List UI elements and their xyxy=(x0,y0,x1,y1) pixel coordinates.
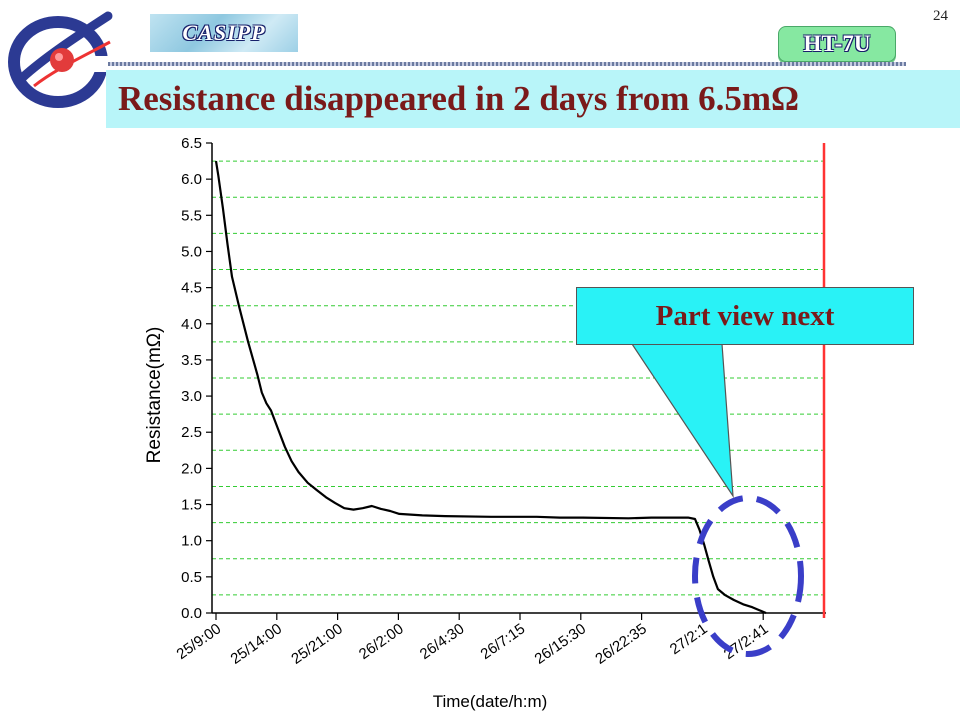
y-tick-label: 0.5 xyxy=(181,569,202,586)
x-axis-label: Time(date/h:m) xyxy=(433,692,548,711)
callout-pointer xyxy=(630,343,734,499)
y-tick-label: 1.0 xyxy=(181,533,202,550)
x-tick-label: 25/9:00 xyxy=(174,620,225,663)
x-tick-label: 27/2:1 xyxy=(667,620,711,658)
slide-title: Resistance disappeared in 2 days from 6.… xyxy=(118,79,800,118)
casipp-badge: CASIPP xyxy=(150,14,298,52)
y-tick-label: 2.0 xyxy=(181,460,202,477)
y-tick-label: 6.0 xyxy=(181,171,202,188)
y-tick-label: 0.0 xyxy=(181,605,202,622)
y-ticks: 0.0 0.5 1.0 1.5 2.0 2.5 3.0 3.5 4.0 4.5 5.0 5.5 6.0 6… xyxy=(181,135,212,622)
slide-number: 24 xyxy=(933,8,948,24)
x-ticks: 25/9:00 25/14:00 25/21:00 26/2:00 26/4:30 26/… xyxy=(174,613,771,668)
y-tick-label: 4.5 xyxy=(181,280,202,297)
x-tick-label: 26/15:30 xyxy=(532,620,590,667)
x-tick-label: 26/22:35 xyxy=(592,620,650,667)
x-tick-label: 26/4:30 xyxy=(417,620,468,663)
y-tick-label: 5.0 xyxy=(181,243,202,260)
title-banner: Resistance disappeared in 2 days from 6.… xyxy=(106,70,960,128)
y-tick-label: 1.5 xyxy=(181,497,202,514)
y-tick-label: 5.5 xyxy=(181,207,202,224)
grid-lines xyxy=(212,160,824,596)
casipp-label: CASIPP xyxy=(182,20,266,45)
y-tick-label: 3.5 xyxy=(181,352,202,369)
x-tick-label: 25/21:00 xyxy=(288,620,346,667)
ht7u-label: HT-7U xyxy=(803,31,871,56)
ht7u-badge: HT-7U xyxy=(778,26,896,62)
y-tick-label: 4.0 xyxy=(181,316,202,333)
x-tick-label: 26/7:15 xyxy=(478,620,529,663)
series-line-resistance xyxy=(214,160,767,615)
callout-box: Part view next xyxy=(576,287,914,345)
logo-icon xyxy=(8,11,113,108)
x-tick-label: 25/14:00 xyxy=(228,620,286,667)
y-tick-label: 6.5 xyxy=(181,135,202,152)
y-axis-label: Resistance(mΩ) xyxy=(144,327,165,464)
y-tick-label: 3.0 xyxy=(181,388,202,405)
highlight-ellipse xyxy=(692,495,804,657)
header-divider xyxy=(108,62,906,66)
x-tick-label: 26/2:00 xyxy=(356,620,407,663)
callout-label: Part view next xyxy=(655,299,835,332)
y-tick-label: 2.5 xyxy=(181,424,202,441)
